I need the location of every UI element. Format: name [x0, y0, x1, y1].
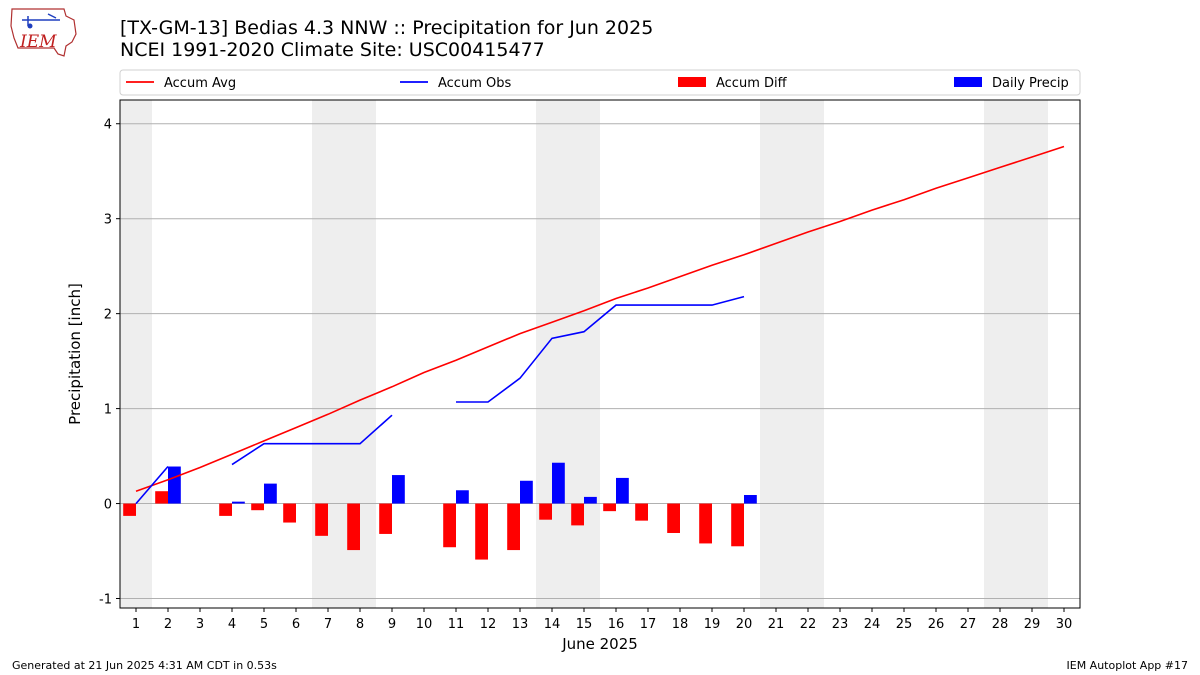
daily-precip-bar	[616, 477, 629, 504]
x-tick-label: 29	[1024, 617, 1041, 632]
x-tick-label: 14	[544, 617, 561, 632]
accum-diff-bar	[507, 503, 520, 551]
bars	[123, 462, 757, 560]
x-tick-label: 5	[260, 617, 268, 632]
x-tick-label: 28	[992, 617, 1009, 632]
weekend-band	[760, 100, 824, 608]
x-tick-label: 26	[928, 617, 945, 632]
legend-label: Accum Obs	[438, 76, 511, 91]
x-tick-label: 22	[800, 617, 817, 632]
x-tick-label: 11	[448, 617, 465, 632]
daily-precip-bar	[552, 462, 565, 504]
y-tick-label: 2	[104, 308, 112, 323]
x-tick-label: 18	[672, 617, 689, 632]
x-tick-label: 30	[1056, 617, 1073, 632]
x-tick-label: 12	[480, 617, 497, 632]
accum-diff-bar	[731, 503, 744, 547]
legend-label: Accum Avg	[164, 76, 236, 91]
accum-diff-bar	[155, 491, 168, 504]
iem-logo: IEM	[10, 8, 77, 57]
daily-precip-bar	[744, 495, 757, 504]
x-axis: 1 2 3 4 5 6 7 8 9 10 11 12 13 14 15 16 17 18 19 20 21 22 23 24 2…	[132, 608, 1072, 632]
weekend-band	[536, 100, 600, 608]
accum-diff-bar	[699, 503, 712, 544]
weekend-shading	[120, 100, 1048, 608]
y-axis: -1 0 1 2 3 4	[99, 118, 120, 608]
y-tick-label: 4	[104, 118, 112, 133]
x-tick-label: 24	[864, 617, 881, 632]
y-tick-label: -1	[99, 593, 112, 608]
chart-title: [TX-GM-13] Bedias 4.3 NNW :: Precipitati…	[120, 17, 654, 39]
plot-frame	[119, 99, 1081, 609]
footer-app: IEM Autoplot App #17	[1066, 659, 1189, 672]
x-tick-label: 19	[704, 617, 721, 632]
accum-obs-line	[231, 414, 393, 466]
legend-label: Accum Diff	[716, 76, 788, 91]
x-tick-label: 17	[640, 617, 657, 632]
accum-diff-bar	[347, 503, 360, 551]
accum-diff-bar	[315, 503, 328, 536]
accum-diff-bar	[443, 503, 456, 548]
x-tick-label: 4	[228, 617, 236, 632]
accum-diff-bar	[251, 503, 264, 511]
x-tick-label: 2	[164, 617, 172, 632]
accum-diff-bar	[539, 503, 552, 520]
daily-precip-bar	[520, 480, 533, 504]
accum-diff-bar	[379, 503, 392, 534]
y-axis-label: Precipitation [inch]	[66, 283, 84, 425]
y-tick-label: 1	[104, 403, 112, 418]
x-tick-label: 6	[292, 617, 300, 632]
footer-generated: Generated at 21 Jun 2025 4:31 AM CDT in …	[12, 659, 277, 672]
accum-diff-bar	[635, 503, 648, 521]
legend-swatch	[954, 77, 982, 87]
x-tick-label: 20	[736, 617, 753, 632]
x-tick-label: 27	[960, 617, 977, 632]
accum-diff-bar	[667, 503, 680, 533]
x-tick-label: 13	[512, 617, 529, 632]
x-tick-label: 1	[132, 617, 140, 632]
y-tick-label: 3	[104, 213, 112, 228]
accum-diff-bar	[475, 503, 488, 560]
lines	[135, 145, 1065, 505]
accum-obs-line	[456, 295, 745, 403]
legend: Accum Avg Accum Obs Accum Diff Daily Precip	[119, 69, 1081, 96]
x-tick-label: 9	[388, 617, 396, 632]
accum-diff-bar	[123, 503, 136, 516]
x-tick-label: 25	[896, 617, 913, 632]
accum-diff-bar	[283, 503, 296, 523]
x-tick-label: 8	[356, 617, 364, 632]
accum-obs-line	[135, 465, 169, 505]
chart-subtitle: NCEI 1991-2020 Climate Site: USC00415477	[120, 39, 545, 61]
y-tick-label: 0	[104, 498, 112, 513]
daily-precip-bar	[456, 490, 469, 504]
x-tick-label: 15	[576, 617, 593, 632]
x-tick-label: 7	[324, 617, 332, 632]
daily-precip-bar	[264, 483, 277, 504]
gridlines	[120, 123, 1080, 600]
accum-diff-bar	[219, 503, 232, 516]
x-axis-label: June 2025	[561, 635, 638, 653]
x-tick-label: 21	[768, 617, 785, 632]
x-tick-label: 3	[196, 617, 204, 632]
legend-swatch	[678, 77, 706, 87]
daily-precip-bar	[232, 501, 245, 504]
weekend-band	[120, 100, 152, 608]
accum-diff-bar	[603, 503, 616, 512]
legend-box	[119, 69, 1081, 96]
x-tick-label: 10	[416, 617, 433, 632]
legend-label: Daily Precip	[992, 76, 1069, 91]
daily-precip-bar	[392, 475, 405, 504]
daily-precip-bar	[168, 466, 181, 504]
logo-text: IEM	[19, 32, 57, 52]
accum-diff-bar	[571, 503, 584, 526]
weekend-band	[984, 100, 1048, 608]
daily-precip-bar	[584, 496, 597, 504]
accum-avg-line	[135, 145, 1065, 492]
x-tick-label: 16	[608, 617, 625, 632]
x-tick-label: 23	[832, 617, 849, 632]
